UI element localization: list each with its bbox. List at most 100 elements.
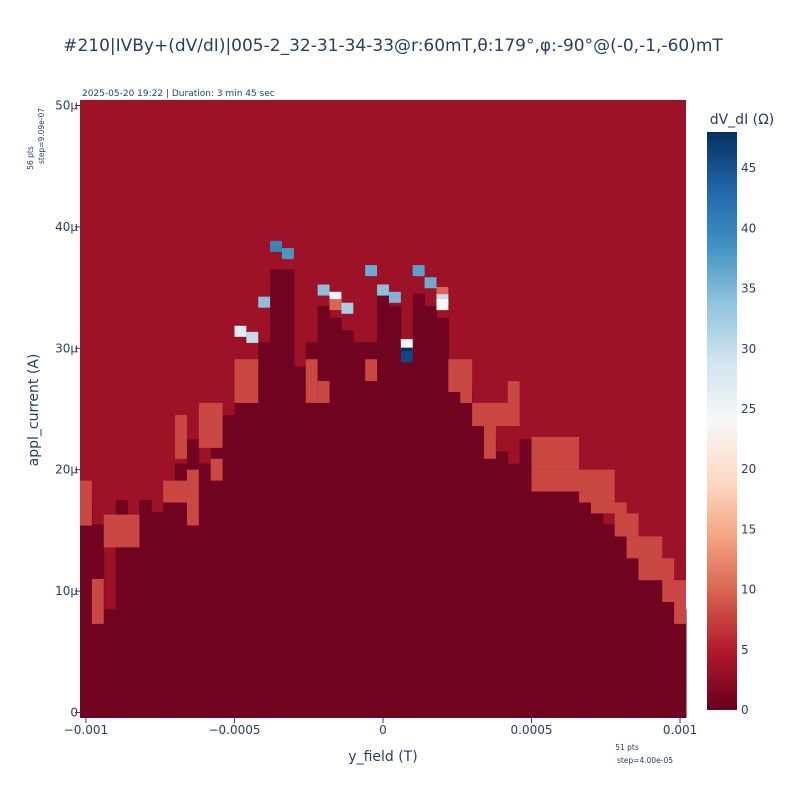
colorbar-tick-label: 45 <box>741 161 756 175</box>
heatmap-transition-band <box>234 359 259 403</box>
heatmap-column <box>377 293 390 718</box>
heatmap-column <box>103 609 117 718</box>
heatmap-column <box>222 415 235 718</box>
heatmap-column <box>246 366 259 718</box>
heatmap-peak-cell <box>341 302 354 314</box>
heatmap-transition-band <box>626 536 663 559</box>
heatmap-column <box>329 317 342 718</box>
heatmap-peak-cell <box>234 325 247 337</box>
heatmap-transition-band <box>175 415 187 459</box>
heatmap-column <box>472 415 485 718</box>
heatmap-peak-cell <box>424 277 437 289</box>
heatmap-column <box>210 439 224 718</box>
heatmap-peak-cell <box>246 331 259 343</box>
heatmap-column <box>412 293 426 718</box>
heatmap-column <box>495 451 509 718</box>
x-tick-label: 0.001 <box>663 723 697 737</box>
heatmap-peak-cell <box>365 265 378 277</box>
colorbar-tick-label: 0 <box>741 703 749 717</box>
heatmap-column <box>638 560 651 718</box>
y-tick-label: 0 <box>70 705 78 719</box>
heatmap-column <box>139 500 152 718</box>
heatmap-peak-cell <box>400 339 413 351</box>
heatmap-column <box>282 269 295 718</box>
heatmap-column <box>270 269 283 718</box>
heatmap-column <box>555 475 568 718</box>
heatmap-peak-cell <box>329 291 342 303</box>
x-step-annotation: step=4.00e-05 <box>617 756 673 765</box>
heatmap-column <box>436 317 449 718</box>
heatmap-peak-cell <box>258 296 271 308</box>
plot-area[interactable] <box>80 100 687 718</box>
colorbar: 0 5 10 15 20 25 30 35 40 45 <box>707 132 756 717</box>
x-axis-ticks: −0.001 −0.0005 0 0.0005 0.001 <box>64 718 697 737</box>
heatmap-transition-band <box>507 381 520 403</box>
heatmap-transition-band <box>460 392 473 403</box>
heatmap-column <box>317 305 331 718</box>
chart-title: #210|IVBy+(dV/dI)|005-2_32-31-34-33@r:60… <box>63 36 723 56</box>
heatmap-transition-band <box>662 580 686 603</box>
heatmap-column <box>567 475 580 718</box>
colorbar-title: dV_dI (Ω) <box>710 112 775 128</box>
heatmap-transition-band <box>210 458 223 481</box>
colorbar-gradient <box>707 132 737 710</box>
heatmap-column <box>115 500 129 718</box>
heatmap-peak-cell <box>400 351 413 363</box>
heatmap-column <box>424 305 437 718</box>
y-tick-label: 30μ <box>55 341 78 355</box>
colorbar-tick-label: 35 <box>741 282 756 296</box>
y-tick-label: 50μ <box>55 99 78 113</box>
heatmap-column <box>531 463 544 718</box>
heatmap-column <box>602 524 616 718</box>
heatmap-transition-band <box>674 602 686 624</box>
y-axis-label: appl_current (A) <box>26 354 42 467</box>
colorbar-tick-label: 15 <box>741 522 756 536</box>
heatmap-column <box>460 390 473 718</box>
heatmap-column <box>614 536 628 718</box>
heatmap-transition-band <box>614 513 639 537</box>
heatmap-transition-band <box>484 425 496 459</box>
heatmap-transition-band <box>198 402 223 448</box>
x-tick-label: 0.0005 <box>511 723 553 737</box>
heatmap-transition-band <box>579 491 615 503</box>
heatmap-transition-band <box>531 436 580 470</box>
heatmap-column <box>198 463 212 718</box>
heatmap-column <box>234 366 247 718</box>
colorbar-tick-label: 5 <box>741 643 749 657</box>
heatmap-column <box>484 439 497 718</box>
colorbar-tick-label: 10 <box>741 583 756 597</box>
heatmap-column <box>353 342 366 718</box>
heatmap-transition-band <box>305 359 318 403</box>
heatmap-column <box>626 548 639 718</box>
heatmap-column <box>662 585 675 718</box>
x-axis-label: y_field (T) <box>348 749 417 765</box>
heatmap-peak-cell <box>412 265 425 277</box>
x-points-annotation: 51 pts <box>615 743 639 752</box>
heatmap-column <box>293 366 307 718</box>
heatmap-transition-band <box>186 469 199 526</box>
colorbar-tick-label: 20 <box>741 462 756 476</box>
heatmap-column <box>365 342 378 718</box>
heatmap-column <box>448 366 461 718</box>
heatmap-column <box>258 342 271 718</box>
heatmap-column <box>388 305 402 718</box>
heatmap-peak-cell <box>377 284 389 296</box>
heatmap-peak-cell <box>388 291 401 303</box>
y-axis-ticks: 0 10μ 20μ 30μ 40μ 50μ <box>55 99 80 719</box>
timestamp-annotation: 2025-05-20 19:22 | Duration: 3 min 45 se… <box>82 89 275 99</box>
heatmap-column <box>519 439 533 718</box>
heatmap-peak-cell <box>436 286 449 298</box>
heatmap-column <box>579 487 592 718</box>
heatmap-column <box>650 572 663 718</box>
heatmap-transition-band <box>80 480 92 526</box>
heatmap-peak-cell <box>270 240 282 252</box>
y-step-annotation: step=9.09e-07 <box>37 108 46 164</box>
heatmap-transition-band <box>590 502 627 514</box>
heatmap-peak-cell <box>282 248 294 260</box>
heatmap-peak-cell <box>329 299 342 311</box>
heatmap-column <box>80 500 93 718</box>
heatmap-column <box>674 609 687 718</box>
heatmap-transition-band <box>317 381 330 403</box>
x-tick-label: 0 <box>379 723 387 737</box>
heatmap-peak-cell <box>436 299 449 311</box>
